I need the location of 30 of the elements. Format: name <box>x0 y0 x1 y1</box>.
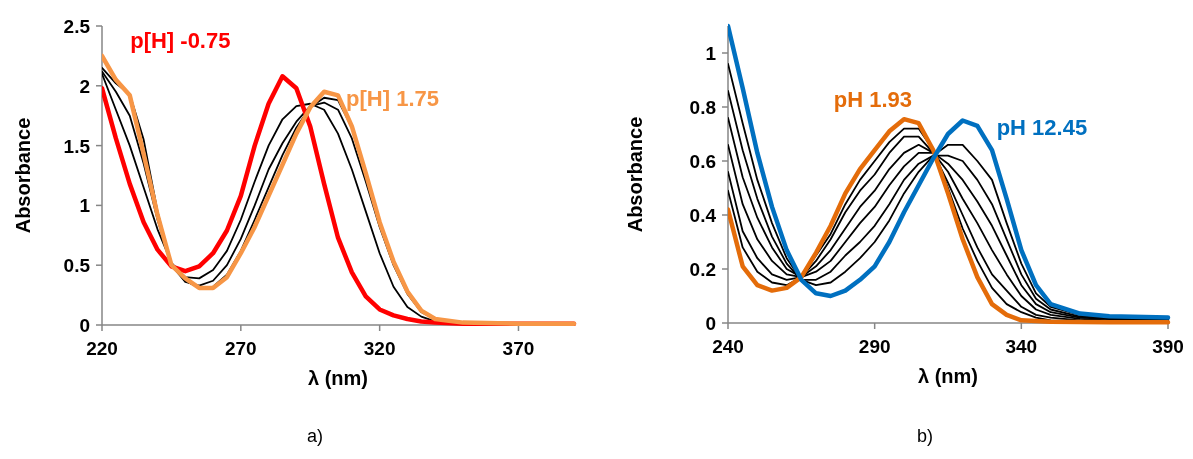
x-axis-title: λ (nm) <box>918 365 978 387</box>
series-label: p[H] 1.75 <box>346 85 440 111</box>
x-tick-label: 290 <box>858 336 891 357</box>
y-axis-title: Absorbance <box>624 116 646 233</box>
y-tick-label: 2.5 <box>63 16 91 37</box>
y-tick-label: 0.6 <box>689 151 716 172</box>
y-tick-label: 0.2 <box>689 259 716 280</box>
x-tick-label: 320 <box>363 338 396 359</box>
x-tick-label: 390 <box>1152 336 1184 357</box>
y-tick-label: 0.8 <box>689 97 716 118</box>
x-tick-label: 270 <box>224 338 257 359</box>
text: a) <box>306 426 324 446</box>
series-label: pH 12.45 <box>996 114 1088 140</box>
x-tick-label: 240 <box>712 336 744 357</box>
y-tick-label: 2 <box>79 75 90 97</box>
x-axis-title: λ (nm) <box>308 367 368 389</box>
text: b) <box>916 426 934 446</box>
y-tick-label: 1.5 <box>63 135 91 157</box>
series-label: pH 1.93 <box>833 87 912 113</box>
y-tick-label: 0.5 <box>63 255 91 277</box>
y-tick-label: 0 <box>79 315 90 336</box>
y-axis-title: Absorbance <box>12 117 34 234</box>
text: p[H] -0.75 <box>130 28 231 54</box>
y-tick-label: 0 <box>705 313 716 334</box>
y-tick-label: 1 <box>705 43 717 64</box>
x-tick-label: 220 <box>86 338 118 359</box>
y-tick-label: 1 <box>79 195 91 217</box>
x-tick-label: 340 <box>1005 336 1038 357</box>
x-tick-label: 370 <box>502 338 535 359</box>
y-tick-label: 0.4 <box>689 205 717 226</box>
